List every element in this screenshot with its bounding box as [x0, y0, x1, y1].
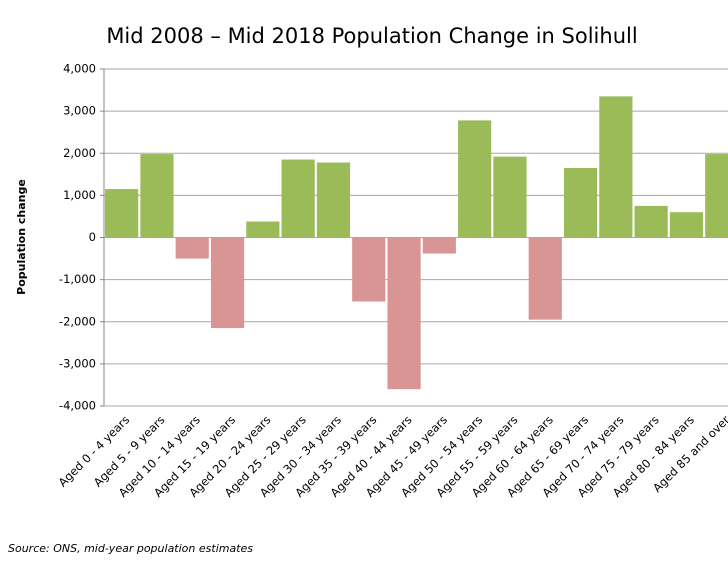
bar	[599, 96, 633, 238]
bar	[175, 237, 209, 259]
bar	[528, 237, 562, 320]
bar	[352, 237, 386, 302]
source-note: Source: ONS, mid-year population estimat…	[8, 542, 253, 555]
y-tick-label: 3,000	[63, 104, 96, 118]
bar	[634, 205, 668, 238]
y-tick-label: 0	[89, 230, 96, 244]
y-tick-label: -1,000	[59, 272, 96, 286]
bar	[246, 221, 280, 238]
bar	[210, 237, 245, 329]
y-tick-label: -4,000	[59, 399, 96, 413]
y-tick-label: 1,000	[63, 188, 96, 202]
y-tick-label: 4,000	[63, 62, 96, 76]
bar	[458, 120, 492, 238]
y-tick-label: -2,000	[59, 314, 96, 328]
y-axis-label: Population change	[15, 179, 28, 295]
bar	[493, 156, 527, 238]
bar	[140, 154, 174, 238]
bar	[387, 237, 421, 390]
bar	[281, 159, 315, 238]
bar	[705, 154, 728, 238]
bar	[563, 167, 598, 238]
bar	[316, 162, 351, 238]
y-tick-label: 2,000	[63, 146, 96, 160]
bar	[105, 189, 139, 238]
y-tick-label: -3,000	[59, 356, 96, 370]
bar	[669, 212, 704, 238]
chart-title: Mid 2008 – Mid 2018 Population Change in…	[106, 24, 637, 48]
bar	[422, 237, 456, 254]
